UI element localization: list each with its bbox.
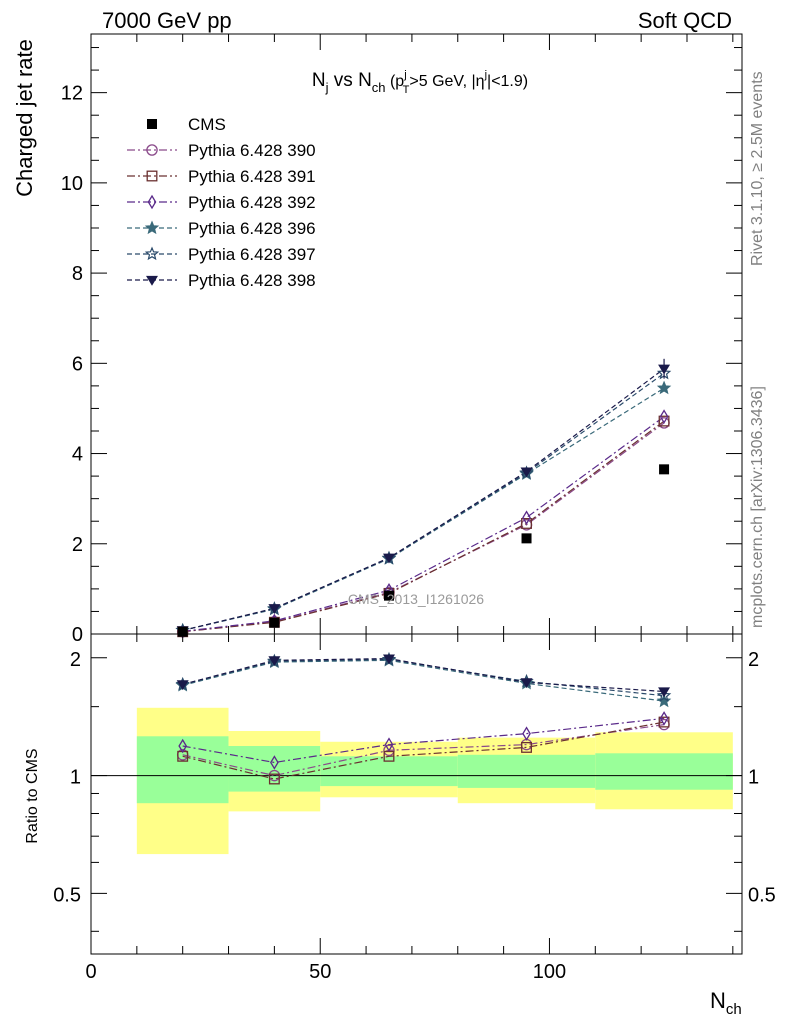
x-tick-label: 0 [85,961,96,983]
ratio-series-markers [175,651,672,785]
title-ch-sub: ch [372,80,386,95]
main-series-point [656,380,672,395]
main-ytick-label: 0 [72,624,83,646]
x-tick-label: 50 [309,961,331,983]
ratio-ticks: 0.5 0.5 1 1 2 2 [53,634,776,954]
ratio-series-point [178,738,188,754]
cms-data-point [177,626,188,637]
legend-marker [146,170,158,182]
ratio-series-point [522,726,531,741]
main-ticks: 0 2 4 6 8 10 12 [61,34,742,646]
main-ytick-label: 8 [72,263,83,285]
main-series-point [521,518,532,529]
ratio-ytick-label: 1 [70,767,81,789]
legend-marker [144,220,160,235]
title-close: |<1.9) [487,73,528,90]
main-series-line [182,416,665,632]
main-ytick-label: 12 [61,83,83,105]
main-ytick-label: 6 [72,353,83,375]
main-series-point [520,467,533,478]
title-p-sup: j [403,69,406,81]
main-panel: 0 2 4 6 8 10 12 CMS_2013_I1261026 Nj vs Nch (p… [12,33,743,646]
title-vs: vs N [329,70,372,91]
legend-marker [144,246,160,261]
x-tick-labels: 0 50 100 [85,961,566,983]
title-n: N [312,70,326,91]
ratio-series-point [176,680,189,691]
legend-label: Pythia 6.428 392 [188,193,316,212]
ratio-series-point [520,678,533,689]
main-series-point [383,553,395,564]
side-text-rivet: Rivet 3.1.10, ≥ 2.5M events [749,71,766,266]
ratio-band-inner [136,736,229,804]
legend-marker-cms [147,119,157,129]
cms-data-point [269,617,280,628]
ratio-ylabel: Ratio to CMS [24,748,41,843]
legend-label: Pythia 6.428 397 [188,245,316,264]
main-ytick-label: 10 [61,173,83,195]
ratio-ytick-label-right: 2 [748,649,759,671]
ratio-series-point [270,755,279,770]
main-ylabel: Charged jet rate [12,39,37,197]
main-ytick-label: 2 [72,534,83,556]
x-axis-label-main: N [710,988,726,1013]
legend-marker [147,194,157,210]
main-series-point [522,510,531,525]
ratio-frame [90,633,743,955]
main-ytick-label: 4 [72,444,83,466]
legend-marker [146,275,158,286]
x-axis-label: Nch [710,988,742,1018]
ratio-series-line [182,721,665,780]
ratio-band-inner [595,753,733,790]
ratio-panel: 0.5 0.5 1 1 2 2 Ratio to CMS 0 50 100 Nch [24,633,776,1018]
ratio-series-point [383,744,395,757]
ratio-series-point [659,711,669,726]
legend-label-cms: CMS [188,115,226,134]
side-text-source: mcplots.cern.ch [arXiv:1306.3436] [749,386,766,628]
header-right: Soft QCD [638,8,732,33]
ratio-series-point [268,656,281,667]
ratio-series-point [268,773,280,785]
cms-data-point [383,590,394,601]
legend-marker [146,144,158,156]
title-open: (p [386,73,405,90]
chart-title: Nj vs Nch (pj T>5 GeV, |ηj|<1.9) [312,69,528,96]
ratio-series-point [658,716,670,728]
title-mid: >5 GeV, |η [409,73,484,90]
ratio-series-point [658,687,671,698]
ratio-series-line [182,657,665,693]
cms-data-point [521,533,532,544]
header-left: 7000 GeV pp [102,8,232,33]
ratio-band-inner [457,754,596,788]
ratio-series-point [656,693,672,708]
ratio-ytick-label-right: 1 [748,767,759,789]
x-axis-label-sub: ch [726,1001,742,1018]
title-p-sub: T [403,84,410,96]
cms-data-points [177,464,670,637]
legend-label: Pythia 6.428 396 [188,219,316,238]
main-series-point [659,409,669,424]
watermark: CMS_2013_I1261026 [348,591,484,607]
ratio-series-point [656,688,672,702]
title-n-sub: j [325,80,329,95]
title-eta-sup: j [484,69,487,81]
main-series-point [658,415,670,427]
ratio-ytick-label: 0.5 [53,884,81,906]
legend-label: Pythia 6.428 391 [188,167,316,186]
legend: CMS Pythia 6.428 390 Pythia 6.428 391 Pythi… [127,115,316,290]
ratio-uncertainty-bands [136,707,733,855]
ratio-series-point [521,741,532,753]
x-tick-label: 100 [533,961,566,983]
main-series-point [268,604,281,615]
ratio-ytick-label-right: 0.5 [748,884,776,906]
ratio-series-point [383,654,395,665]
ratio-ytick-label: 2 [70,649,81,671]
legend-label: Pythia 6.428 398 [188,271,316,290]
cms-data-point [659,464,670,475]
legend-label: Pythia 6.428 390 [188,141,316,160]
ratio-series-point [384,737,394,752]
